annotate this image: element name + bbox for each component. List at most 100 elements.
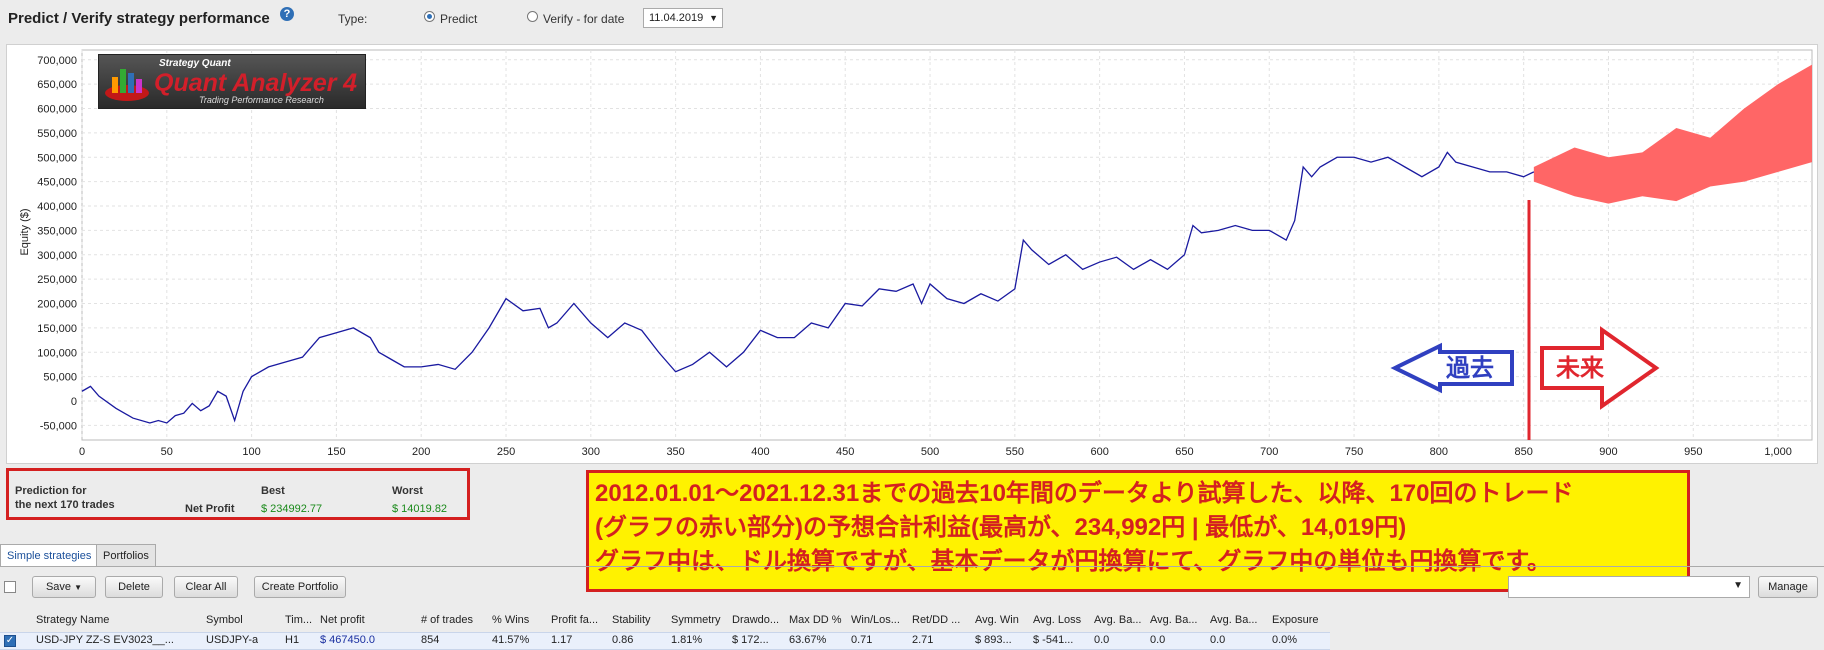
predict-radio[interactable] [424,11,435,22]
worst-header: Worst [392,485,423,497]
x-tick-label: 0 [79,446,85,458]
table-cell: 0.0 [1094,634,1110,646]
save-button[interactable]: Save ▼ [32,576,96,598]
column-header[interactable]: Win/Los... [851,614,900,626]
header-bar: Predict / Verify strategy performance ? … [0,0,1824,38]
column-header[interactable]: Exposure [1272,614,1319,626]
y-tick-label: 650,000 [37,79,77,91]
annotation-note: 2012.01.01～2021.12.31までの過去10年間のデータより試算した… [586,470,1690,592]
table-cell: $ 467450.0 [320,634,376,646]
chevron-down-icon: ▼ [709,13,718,23]
table-cell: $ 172... [732,634,769,646]
column-header[interactable]: Profit fa... [551,614,599,626]
x-tick-label: 400 [751,446,769,458]
page-title: Predict / Verify strategy performance [8,10,270,27]
x-tick-label: 900 [1599,446,1617,458]
y-tick-label: 600,000 [37,104,77,116]
column-header[interactable]: Avg. Loss [1033,614,1082,626]
column-header[interactable]: Tim... [285,614,313,626]
predict-label[interactable]: Predict [440,12,478,26]
x-tick-label: 450 [836,446,854,458]
x-tick-label: 650 [1175,446,1193,458]
forecast-band [1533,64,1812,204]
y-tick-label: 100,000 [37,347,77,359]
y-tick-label: 250,000 [37,274,77,286]
prediction-panel: Prediction for the next 170 trades Best … [6,468,470,520]
y-tick-label: 500,000 [37,152,77,164]
x-axis: 0 50 100 150 200 250 300 350 400 450 500 550 600 650 7… [79,446,1792,458]
column-header[interactable]: Avg. Win [975,614,1019,626]
grid-lines [81,49,1813,441]
x-tick-label: 250 [497,446,515,458]
x-tick-label: 350 [666,446,684,458]
x-tick-label: 200 [412,446,430,458]
column-header[interactable]: Symbol [206,614,243,626]
forecast-area [1533,64,1812,204]
y-tick-label: 700,000 [37,55,77,67]
x-tick-label: 750 [1345,446,1363,458]
verify-radio[interactable] [527,11,538,22]
table-cell: $ -541... [1033,634,1074,646]
column-header[interactable]: Strategy Name [36,614,110,626]
logo-tagline: Trading Performance Research [199,95,324,105]
y-tick-label: 550,000 [37,128,77,140]
table-cell: 2.71 [912,634,934,646]
clear-all-button[interactable]: Clear All [174,576,238,598]
table-cell: 854 [421,634,440,646]
column-header[interactable]: Avg. Ba... [1150,614,1198,626]
table-cell: 63.67% [789,634,827,646]
row-checkbox[interactable]: ✓ [4,635,16,647]
x-tick-label: 100 [242,446,260,458]
x-tick-label: 550 [1006,446,1024,458]
x-tick-label: 150 [327,446,345,458]
tab-portfolios[interactable]: Portfolios [96,544,156,566]
net-profit-label: Net Profit [185,503,235,515]
x-tick-label: 300 [582,446,600,458]
chevron-down-icon: ▼ [74,583,83,592]
x-tick-label: 50 [161,446,173,458]
column-header[interactable]: Symmetry [671,614,721,626]
column-header[interactable]: Stability [612,614,651,626]
prediction-label-1: Prediction for [15,485,87,497]
select-all-checkbox[interactable] [4,581,16,593]
logo-main-text: Quant Analyzer [154,69,337,97]
past-label: 過去 [1446,354,1494,382]
table-cell: 0.0% [1272,634,1298,646]
table-cell: USDJPY-a [206,634,259,646]
table-cell: 41.57% [492,634,530,646]
equity-line [81,151,1535,424]
best-value: $ 234992.77 [261,503,323,515]
column-header[interactable]: # of trades [421,614,473,626]
y-tick-label: 400,000 [37,201,77,213]
column-header[interactable]: Drawdo... [732,614,780,626]
y-tick-label: -50,000 [40,420,77,432]
create-portfolio-button[interactable]: Create Portfolio [254,576,346,598]
logo-version: 4 [343,69,357,97]
strategy-table: ✓ Strategy Name Symbol Tim... Net profit # o… [0,610,1330,650]
date-select[interactable]: 11.04.2019 ▼ [643,8,723,28]
tab-simple-strategies[interactable]: Simple strategies [0,544,99,566]
note-line-1: 2012.01.01～2021.12.31までの過去10年間のデータより試算した… [595,480,1574,507]
y-tick-label: 300,000 [37,250,77,262]
prediction-label-2: the next 170 trades [15,499,115,511]
column-header[interactable]: Max DD % [789,614,842,626]
table-cell: H1 [285,634,300,646]
column-header[interactable]: Avg. Ba... [1210,614,1258,626]
delete-button[interactable]: Delete [105,576,163,598]
table-cell: USD-JPY ZZ-S EV3023__... [36,634,174,646]
manage-button[interactable]: Manage [1758,576,1818,598]
portfolio-dropdown[interactable]: ▼ [1508,576,1750,598]
column-header[interactable]: Ret/DD ... [912,614,961,626]
y-tick-label: 150,000 [37,323,77,335]
column-header[interactable]: Net profit [320,614,365,626]
y-axis-label: Equity ($) [19,208,31,255]
table-row[interactable] [0,632,1330,650]
column-header[interactable]: Avg. Ba... [1094,614,1142,626]
chevron-down-icon: ▼ [1733,580,1743,591]
worst-value: $ 14019.82 [392,503,448,515]
column-header[interactable]: % Wins [492,614,530,626]
y-tick-label: 0 [71,396,77,408]
verify-label[interactable]: Verify - for date [543,12,625,26]
question-icon[interactable]: ? [280,7,294,21]
y-axis: 700,000 650,000 600,000 550,000 500,000 450,0… [37,55,77,433]
